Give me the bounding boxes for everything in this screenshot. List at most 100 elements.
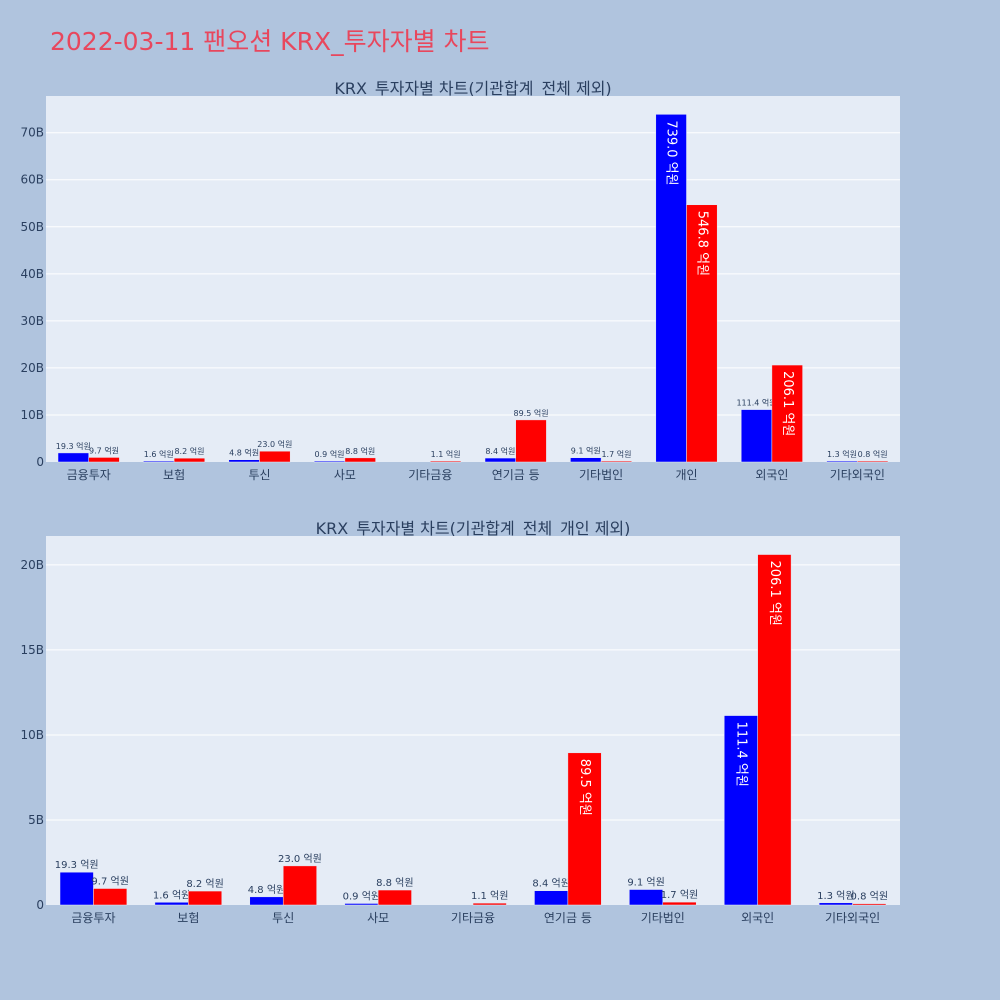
bar [534,890,569,906]
bar-value-label: 23.0 억원 [257,439,292,449]
bar [143,460,175,463]
x-tick-label: 사모 [334,468,356,482]
bar [600,460,633,463]
page-title: 2022-03-11 팬오션 KRX_투자자별 차트 [50,27,490,56]
bar [686,204,718,463]
y-axis: 0 10B 20B 30B 40B 50B 60B 70B [20,126,44,469]
bar [757,554,792,906]
x-tick-label: 기타법인 [641,911,685,925]
bar-value-label: 8.2 억원 [174,446,204,456]
bar-value-label: 739.0 억원 [664,120,679,185]
bar-value-label: 89.5 억원 [514,408,549,418]
y-tick-label: 30B [20,314,44,328]
bar [259,450,291,463]
bar-value-label: 89.5 억원 [577,759,592,816]
bar [662,901,697,906]
bar [173,457,206,463]
bar [249,896,284,906]
bar [826,460,858,463]
bar [771,364,803,463]
bar-value-label: 23.0 억원 [278,853,322,865]
x-tick-label: 금융투자 [71,911,115,925]
x-tick-label: 금융투자 [67,468,111,482]
x-tick-label: 기타금융 [451,911,495,925]
y-tick-label: 5B [28,813,44,827]
bar-value-label: 1.3 억원 [817,890,854,902]
chart-bottom: KRX_투자자별 차트(기관합계_전체_개인 제외) 05B10B15B20B … [20,519,900,925]
x-tick-label: 개인 [675,468,697,482]
chart-title: KRX_투자자별 차트(기관합계_전체 제외) [334,79,611,99]
bar-value-label: 19.3 억원 [56,441,91,451]
bar [484,457,516,463]
y-tick-label: 60B [20,173,44,187]
bar-value-label: 9.7 억원 [91,876,128,888]
chart-title: KRX_투자자별 차트(기관합계_전체_개인 제외) [316,519,631,539]
bar [344,457,376,463]
bar [857,460,889,463]
bar-value-label: 1.1 억원 [431,449,461,459]
x-tick-label: 기타외국인 [825,911,880,925]
bar-value-label: 8.4 억원 [532,878,569,890]
x-tick-label: 투신 [272,911,294,925]
bar-value-label: 1.3 억원 [827,449,857,459]
x-tick-label: 기타금융 [408,468,452,482]
x-tick-label: 연기금 등 [492,468,540,482]
bar-value-label: 0.9 억원 [343,890,380,902]
bar-value-label: 8.2 억원 [186,878,223,890]
bar [377,889,412,906]
bar [88,457,120,463]
bar-value-label: 1.7 억원 [661,889,698,901]
bar-value-label: 1.6 억원 [144,449,174,459]
x-tick-label: 외국인 [741,911,774,925]
bar [430,460,462,463]
x-tick-label: 보험 [163,468,185,482]
y-tick-label: 10B [20,408,44,422]
bar-value-label: 8.8 억원 [376,877,413,889]
x-tick-label: 투신 [248,468,270,482]
bar [188,890,223,906]
bar [228,459,260,463]
bar-value-label: 9.7 억원 [89,445,119,455]
bar [154,902,189,906]
y-tick-label: 40B [20,267,44,281]
bar [740,409,773,463]
y-tick-label: 0 [36,455,44,469]
bar [282,865,317,906]
y-tick-label: 50B [20,220,44,234]
bar-value-label: 111.4 억원 [736,398,776,408]
x-tick-label: 기타법인 [579,468,623,482]
y-tick-label: 70B [20,126,44,140]
y-tick-label: 15B [20,643,44,657]
bar [93,888,128,906]
bar [818,902,853,906]
bar-value-label: 546.8 억원 [694,211,709,276]
bar [57,452,89,463]
x-tick-label: 연기금 등 [544,911,592,925]
y-tick-label: 0 [36,898,44,912]
bar-value-label: 19.3 억원 [55,859,99,871]
x-axis: 금융투자 보험 투신 사모 기타금융 연기금 등 기타법인 개인 외국인 기타외국인 [67,468,885,482]
bar-value-label: 0.8 억원 [851,891,888,903]
bar [515,419,547,463]
y-axis: 0 5B 10B 15B 20B [20,558,44,912]
x-tick-label: 사모 [367,911,389,925]
x-tick-label: 기타외국인 [830,468,885,482]
bar-value-label: 111.4 억원 [733,722,748,787]
bar [567,752,602,906]
bar-value-label: 9.1 억원 [571,446,601,456]
bar-value-label: 8.8 억원 [345,446,375,456]
bar-value-label: 1.1 억원 [471,890,508,902]
bar-value-label: 1.6 억원 [153,889,190,901]
bar-value-label: 0.9 억원 [315,449,345,459]
x-axis: 금융투자 보험 투신 사모 기타금융 연기금 등 기타법인 외국인 기타외국인 [71,911,880,925]
y-tick-label: 20B [20,361,44,375]
bar-value-label: 0.8 억원 [858,449,888,459]
y-tick-label: 20B [20,558,44,572]
plot-area [46,96,900,462]
bar [852,903,887,906]
bar [472,902,507,906]
chart-top: KRX_투자자별 차트(기관합계_전체 제외) 0 10B 20B 30B 40B 50B… [20,79,900,482]
bar-value-label: 206.1 억원 [767,561,782,626]
